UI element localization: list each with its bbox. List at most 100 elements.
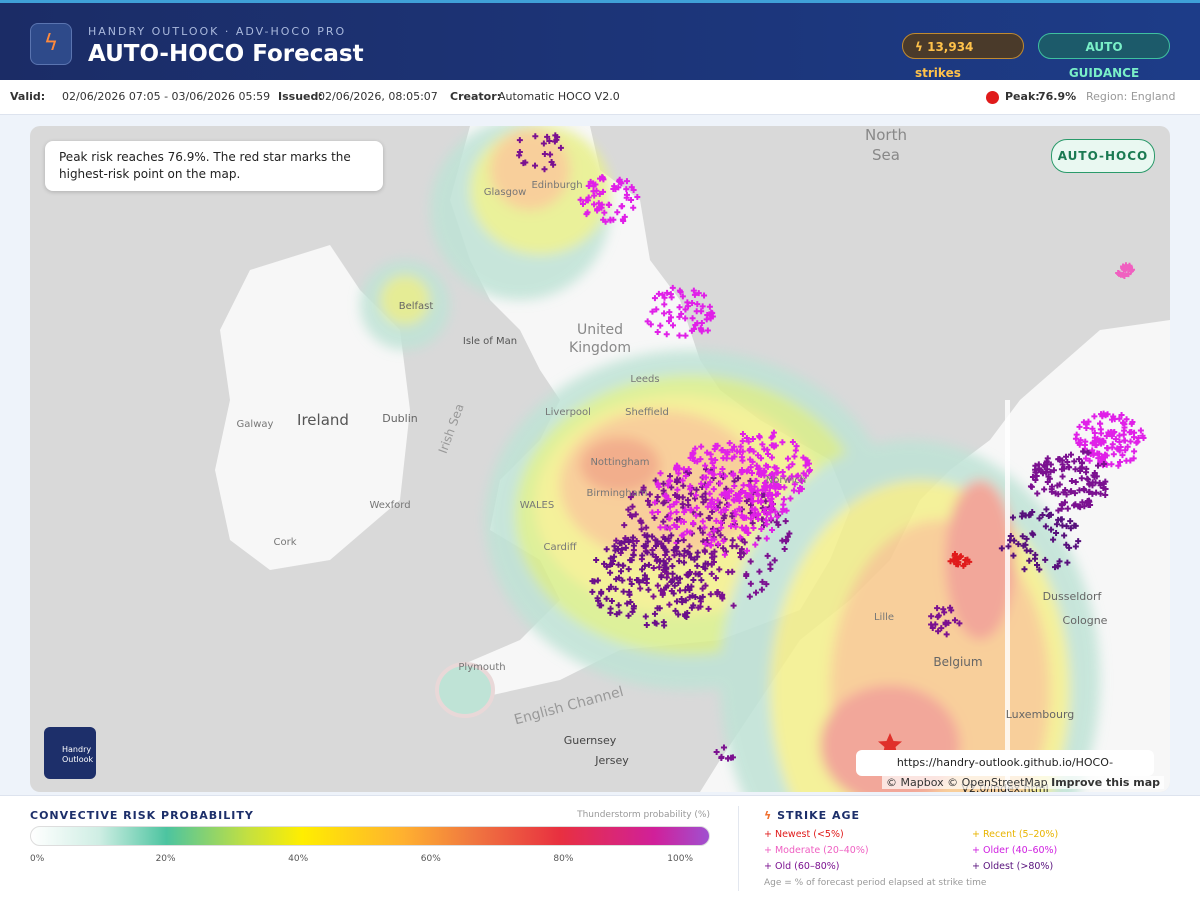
label: Peak:	[1005, 90, 1040, 103]
strike	[753, 477, 760, 484]
improve-link[interactable]: Improve this map	[1051, 776, 1160, 789]
strike	[753, 589, 759, 596]
strike	[755, 535, 762, 542]
strike	[698, 443, 705, 450]
place-label: Cologne	[1063, 614, 1108, 627]
strike	[638, 526, 645, 533]
strike	[695, 604, 702, 611]
strike	[767, 484, 774, 491]
strike	[668, 484, 675, 491]
strike	[770, 429, 777, 436]
strike	[720, 515, 727, 522]
strike	[705, 468, 712, 475]
strike	[708, 550, 715, 557]
strike	[516, 137, 523, 144]
strike	[711, 527, 718, 534]
strike	[756, 568, 763, 575]
place-label: Ireland	[297, 411, 349, 429]
strike-age-item: + Oldest (>80%)	[972, 861, 1054, 872]
strike	[698, 577, 705, 584]
strike	[941, 609, 948, 616]
strike	[750, 525, 757, 532]
strike	[785, 464, 792, 471]
strike	[935, 628, 942, 635]
place-label: Leeds	[630, 374, 659, 385]
place-label: United	[577, 322, 623, 338]
strike	[625, 536, 632, 543]
label: Valid:	[10, 90, 46, 103]
strike	[720, 537, 727, 544]
strike	[756, 471, 763, 478]
strike	[693, 512, 700, 519]
strike	[675, 537, 682, 544]
strike	[1102, 485, 1109, 492]
strike	[706, 303, 713, 310]
strike	[632, 511, 639, 518]
strike	[751, 483, 758, 490]
strike	[789, 461, 796, 468]
strike	[716, 480, 723, 487]
strike	[1071, 522, 1078, 529]
strike	[676, 551, 683, 558]
strike	[763, 535, 770, 542]
strike	[701, 292, 708, 299]
strike	[1093, 473, 1100, 480]
strike	[656, 558, 663, 565]
strike	[771, 557, 778, 564]
strike	[1084, 449, 1091, 456]
strike	[732, 511, 739, 518]
strike	[643, 575, 650, 582]
strike	[684, 299, 691, 306]
strike	[1029, 530, 1036, 537]
strike	[1131, 448, 1138, 455]
guidance-button[interactable]: AUTO GUIDANCE	[1038, 33, 1170, 80]
strike	[688, 327, 695, 334]
strike-count[interactable]: ϟ 13,934 strikes	[902, 33, 1024, 80]
strike	[706, 531, 713, 538]
strike-age-note: Age = % of forecast period elapsed at st…	[764, 878, 987, 888]
strike	[671, 582, 678, 589]
strike	[666, 503, 673, 510]
strike	[620, 588, 627, 595]
strike	[660, 543, 667, 550]
strike	[711, 446, 718, 453]
strike	[622, 544, 629, 551]
strike	[745, 467, 752, 474]
map-badge[interactable]: AUTO-HOCO	[1051, 139, 1155, 173]
map-url[interactable]: https://handry-outlook.github.io/HOCO-V2…	[856, 750, 1154, 792]
strike	[955, 559, 962, 566]
strike	[690, 602, 697, 609]
strike	[721, 489, 728, 496]
strike	[623, 191, 630, 198]
risk-area	[435, 662, 495, 718]
strike	[747, 477, 754, 484]
strike	[1061, 532, 1068, 539]
strike	[541, 166, 548, 173]
strike	[548, 158, 555, 165]
strike	[661, 301, 668, 308]
strike	[644, 532, 651, 539]
strike	[642, 613, 649, 620]
strike	[743, 498, 750, 505]
strike	[703, 484, 710, 491]
strike	[1115, 462, 1122, 469]
strike	[673, 543, 680, 550]
strike	[676, 304, 683, 311]
strike	[1104, 444, 1111, 451]
map[interactable]: North Sea Ireland Dublin Galway Wexford Cork Be…	[30, 126, 1170, 792]
strike	[1130, 434, 1137, 441]
strike	[1084, 498, 1091, 505]
strike	[758, 525, 765, 532]
strike	[701, 524, 708, 531]
strike	[629, 608, 636, 615]
strike	[1099, 455, 1106, 462]
strike	[759, 441, 766, 448]
strike	[1080, 486, 1087, 493]
strike	[659, 590, 666, 597]
strike	[1050, 536, 1057, 543]
strike	[643, 621, 650, 628]
strike	[687, 507, 694, 514]
strike	[682, 597, 689, 604]
strike	[1044, 461, 1051, 468]
strike	[666, 601, 673, 608]
